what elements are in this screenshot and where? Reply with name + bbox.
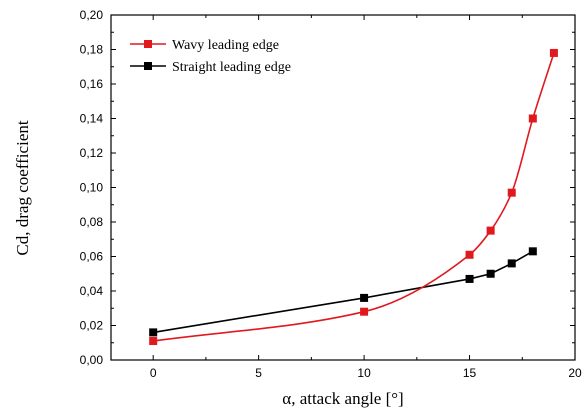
straight-leading-edge-marker [360, 293, 369, 302]
straight-leading-edge-legend-label: Straight leading edge [172, 60, 291, 75]
straight-leading-edge-marker [149, 328, 158, 337]
straight-leading-edge-marker [486, 269, 495, 278]
wavy-leading-edge-marker [465, 250, 474, 259]
x-tick-label: 10 [357, 366, 371, 380]
y-tick-label: 0,12 [80, 146, 104, 160]
x-axis-title: α, attack angle [°] [282, 389, 403, 408]
legend: Wavy leading edge Straight leading edge [130, 38, 291, 75]
y-tick-label: 0,00 [80, 353, 104, 367]
x-tick-label: 5 [255, 366, 262, 380]
y-tick-label: 0,04 [80, 284, 104, 298]
wavy-leading-edge-legend-marker [144, 40, 152, 48]
x-tick-label: 0 [150, 366, 157, 380]
y-tick-label: 0,06 [80, 250, 104, 264]
y-tick-label: 0,20 [80, 8, 104, 22]
wavy-leading-edge-legend-label: Wavy leading edge [172, 38, 279, 53]
axis-ticks: 0 5 10 15 20 0,00 0,02 0,04 0,06 0,08 0,10 0,12 0,14… [80, 8, 582, 380]
x-tick-label: 20 [568, 366, 582, 380]
straight-leading-edge-marker [528, 247, 537, 256]
y-tick-label: 0,02 [80, 319, 104, 333]
straight-leading-edge-marker [507, 259, 516, 268]
y-tick-label: 0,10 [80, 181, 104, 195]
y-tick-label: 0,18 [80, 43, 104, 57]
wavy-leading-edge-line [153, 52, 555, 342]
y-tick-label: 0,14 [80, 112, 104, 126]
wavy-leading-edge-marker [528, 114, 537, 123]
wavy-leading-edge-marker [549, 48, 558, 57]
x-tick-label: 15 [463, 366, 477, 380]
data-series [149, 48, 558, 346]
straight-leading-edge-marker [465, 274, 474, 283]
straight-leading-edge-line [153, 250, 534, 334]
y-tick-label: 0,16 [80, 77, 104, 91]
wavy-leading-edge-marker [486, 226, 495, 235]
straight-leading-edge-legend-marker [144, 62, 152, 70]
y-axis-title: Cd, drag coefficient [13, 120, 32, 255]
wavy-leading-edge-marker [360, 307, 369, 316]
wavy-leading-edge-marker [149, 337, 158, 346]
y-tick-label: 0,08 [80, 215, 104, 229]
wavy-leading-edge-marker [507, 188, 516, 197]
